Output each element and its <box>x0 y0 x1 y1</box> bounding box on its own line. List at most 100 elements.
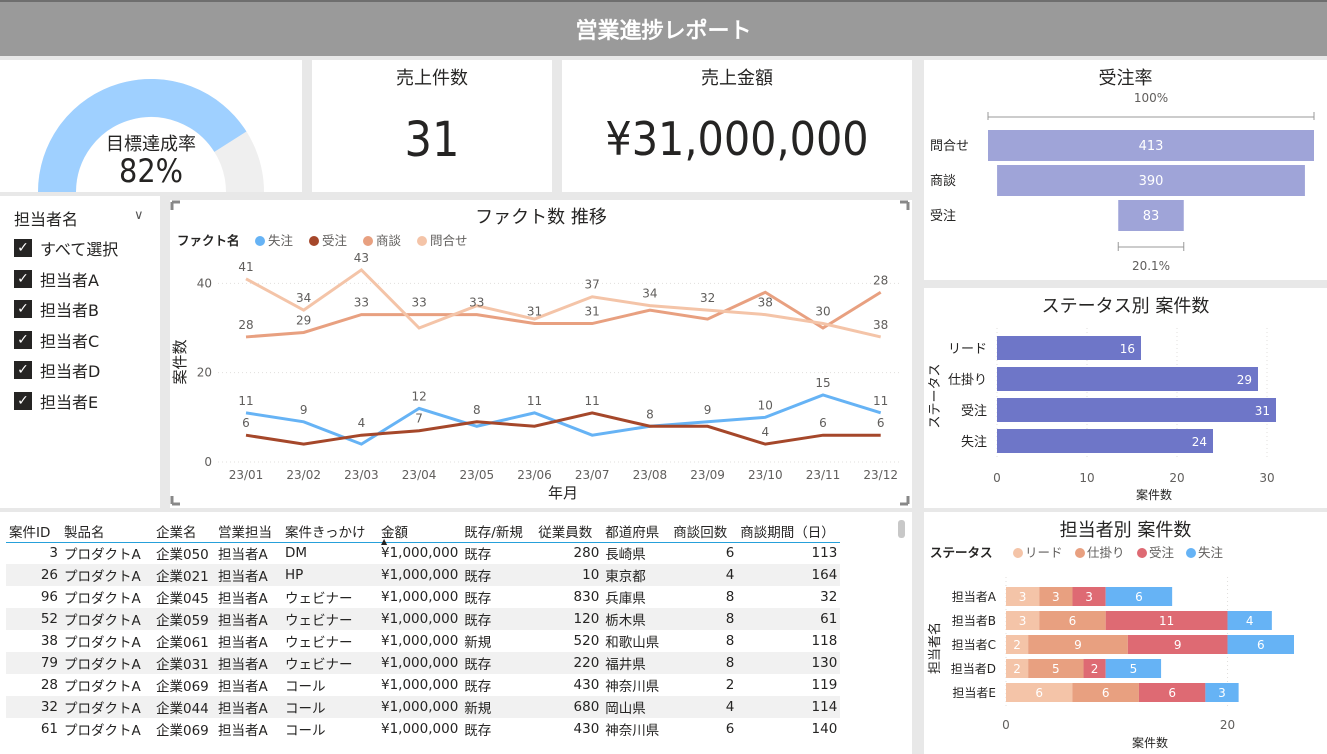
funnel-stage-label: 商談 <box>930 173 956 189</box>
status-bar <box>997 398 1276 422</box>
kpi-sales-count-card[interactable]: 売上件数 31 <box>312 60 552 192</box>
table-row[interactable]: 96 プロダクトA 企業045 担当者A ウェビナー ¥1,000,000 既存 830 兵庫県… <box>6 586 840 608</box>
stacked-segment <box>1006 635 1029 654</box>
y-tick-label: 40 <box>197 276 212 290</box>
funnel-chart: 100% 413 問合せ 390 商談 83 受注 20.1% <box>930 91 1315 273</box>
status-chart-title: ステータス別 案件数 <box>1041 296 1210 317</box>
table-row[interactable]: 79 プロダクトA 企業031 担当者A ウェビナー ¥1,000,000 既存 220 福井県… <box>6 652 841 674</box>
slicer-item[interactable]: ✓ 担当者D <box>14 359 100 381</box>
point-label: 8 <box>473 403 481 417</box>
table-row[interactable]: 52 プロダクトA 企業059 担当者A ウェビナー ¥1,000,000 既存 120 栃木県… <box>6 608 841 630</box>
stacked-segment-value: 6 <box>1069 614 1077 628</box>
table-cell: 企業061 <box>156 635 209 651</box>
table-cell: ¥1,000,000 <box>381 589 459 605</box>
checkbox-checked-icon[interactable]: ✓ <box>14 361 32 379</box>
table-cell: 企業050 <box>156 547 209 564</box>
column-header[interactable]: 都道府県 <box>605 524 660 541</box>
chevron-down-icon[interactable]: ∨ <box>134 208 144 223</box>
checkbox-checked-icon[interactable]: ✓ <box>14 330 32 349</box>
slicer-item-label: 担当者A <box>40 270 99 290</box>
table-cell: プロダクトA <box>64 547 141 564</box>
slicer-item[interactable]: ✓ 担当者B <box>14 298 99 320</box>
slicer-item[interactable]: ✓ 担当者E <box>14 390 98 412</box>
legend-item: 受注 <box>322 233 348 248</box>
table-row[interactable]: 38 プロダクトA 企業061 担当者A ウェビナー ¥1,000,000 新規 520 和歌山… <box>6 630 840 652</box>
point-label: 10 <box>758 398 773 412</box>
checkbox-checked-icon[interactable]: ✓ <box>14 239 32 257</box>
table-cell: 280 <box>573 545 600 562</box>
table-cell: 既存 <box>464 591 492 607</box>
checkbox-checked-icon[interactable]: ✓ <box>14 300 32 318</box>
column-header[interactable]: 案件きっかけ <box>285 524 366 541</box>
slicer-item-label: 担当者B <box>40 301 99 320</box>
legend-item: 商談 <box>376 233 402 248</box>
checkbox-checked-icon[interactable]: ✓ <box>14 269 32 288</box>
stacked-chart-title: 担当者別 案件数 <box>1059 520 1192 541</box>
legend-marker <box>255 236 265 246</box>
funnel-title: 受注率 <box>1098 68 1153 89</box>
x-axis-title: 案件数 <box>1136 487 1172 502</box>
slicer-item[interactable]: ✓ 担当者C <box>14 329 99 351</box>
line-chart-title: ファクト数 推移 <box>475 207 607 228</box>
table-cell: プロダクトA <box>61 652 153 674</box>
point-label: 8 <box>646 407 654 421</box>
table-cell: 担当者A <box>218 547 268 564</box>
column-header[interactable]: 企業名 <box>156 524 197 541</box>
table-cell: プロダクトA <box>64 679 141 695</box>
kpi-sales-amount-value: ¥31,000,000 <box>605 112 869 166</box>
table-cell: ¥1,000,000 <box>378 564 462 586</box>
table-row[interactable]: 26 プロダクトA 企業021 担当者A HP ¥1,000,000 既存 10 東京都 4 164 <box>6 564 841 586</box>
kpi-sales-amount-card[interactable]: 売上金額 ¥31,000,000 <box>562 60 912 192</box>
checkbox-checked-icon[interactable]: ✓ <box>14 391 32 410</box>
table-scrollbar[interactable] <box>898 520 905 538</box>
column-header[interactable]: 商談期間（日） <box>740 524 835 541</box>
table-cell: 既存 <box>461 564 536 586</box>
legend-item: 受注 <box>1149 545 1175 560</box>
table-cell: ウェビナー <box>282 608 378 630</box>
column-header[interactable]: 営業担当 <box>218 524 272 541</box>
column-header[interactable]: 案件ID <box>9 524 51 541</box>
table-cell: コール <box>282 696 378 718</box>
slicer-item[interactable]: ✓ 担当者A <box>14 268 99 290</box>
report-title: 営業進捗レポート <box>575 19 752 44</box>
x-tick-label: 23/03 <box>344 468 379 482</box>
x-tick-label: 23/01 <box>229 468 264 482</box>
stacked-segment-value: 3 <box>1052 590 1060 604</box>
legend-item: 仕掛り <box>1087 545 1125 560</box>
column-header[interactable]: 既存/新規 <box>464 524 523 541</box>
point-label: 31 <box>585 305 600 319</box>
y-axis-title: 担当者名 <box>927 622 943 674</box>
table-cell: コール <box>285 679 326 695</box>
point-label: 34 <box>296 291 311 305</box>
legend-item: 失注 <box>268 233 294 248</box>
column-header[interactable]: 従業員数 <box>538 524 593 541</box>
column-header[interactable]: 商談回数 <box>673 524 728 541</box>
table-cell: プロダクトA <box>64 635 141 651</box>
table-row[interactable]: 32 プロダクトA 企業044 担当者A コール ¥1,000,000 新規 680 岡山県 4 1… <box>6 696 841 718</box>
table-row[interactable]: 61 プロダクトA 企業069 担当者A コール ¥1,000,000 既存 430 神奈川県 6… <box>6 718 840 740</box>
series-line <box>245 393 882 446</box>
funnel-card[interactable]: 受注率 100% 413 問合せ 390 商談 83 受注 20.1% <box>924 60 1327 280</box>
table-cell: プロダクトA <box>61 608 153 630</box>
x-tick-label: 20 <box>1220 718 1235 732</box>
line-chart-card[interactable]: ファクト数 推移 <box>170 200 912 508</box>
stacked-segment-value: 2 <box>1091 662 1099 676</box>
x-tick-label: 23/06 <box>517 468 552 482</box>
table-cell: 830 <box>573 589 600 605</box>
gauge-card[interactable]: 目標達成率 82% <box>0 60 302 193</box>
slicer-item[interactable]: ✓ すべて選択 <box>14 237 118 259</box>
column-header[interactable]: 製品名 <box>64 524 105 541</box>
table-cell: 680 <box>535 696 603 718</box>
table-row[interactable]: 28 プロダクトA 企業069 担当者A コール ¥1,000,000 既存 430 神奈川県 2… <box>6 674 840 696</box>
point-label: 34 <box>642 287 657 301</box>
point-label: 12 <box>411 389 426 403</box>
point-label: 6 <box>819 416 827 430</box>
column-header[interactable]: 金額 ▲ <box>381 524 408 546</box>
owner-stacked-card[interactable]: 担当者別 案件数 ステータス リード 仕掛り 受注 失注 0 20 担当者A 3 3 3 6 担当者B 3… <box>924 512 1327 754</box>
point-label: 38 <box>758 296 773 310</box>
table-cell: ¥1,000,000 <box>381 677 459 693</box>
status-chart-card[interactable]: ステータス別 案件数 0 10 20 30 16 リード 29 仕掛り 31 受注 24 失注 ステータ… <box>924 288 1327 508</box>
point-label: 37 <box>585 278 600 292</box>
table-row[interactable]: 3 プロダクトA 企業050 担当者A DM ¥1,000,000 既存 280 長崎県 6 113 <box>6 542 840 564</box>
